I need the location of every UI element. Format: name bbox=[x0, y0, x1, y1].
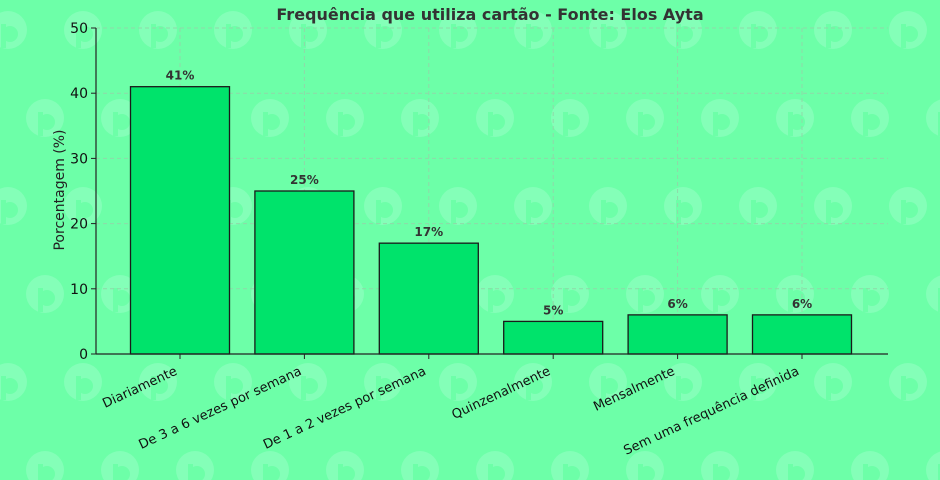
y-tick-label: 20 bbox=[70, 217, 88, 233]
logo-watermark-icon bbox=[589, 187, 627, 225]
logo-watermark-icon bbox=[251, 99, 289, 137]
logo-watermark-icon bbox=[439, 363, 477, 401]
logo-watermark-icon bbox=[889, 363, 927, 401]
logo-watermark-icon bbox=[814, 11, 852, 49]
logo-watermark-icon bbox=[701, 99, 739, 137]
logo-watermark-icon bbox=[889, 11, 927, 49]
logo-watermark-icon bbox=[139, 11, 177, 49]
bar bbox=[129, 86, 231, 355]
logo-watermark-icon bbox=[214, 11, 252, 49]
y-tick-label: 50 bbox=[70, 21, 88, 37]
logo-watermark-icon bbox=[701, 275, 739, 313]
y-tick-label: 30 bbox=[70, 151, 88, 167]
logo-watermark-icon bbox=[626, 99, 664, 137]
logo-watermark-icon bbox=[476, 99, 514, 137]
y-tick-label: 0 bbox=[79, 347, 88, 363]
logo-watermark-icon bbox=[814, 187, 852, 225]
bar bbox=[503, 320, 604, 355]
bars bbox=[129, 86, 853, 355]
logo-watermark-icon bbox=[664, 187, 702, 225]
bar bbox=[627, 314, 728, 355]
logo-watermark-icon bbox=[439, 187, 477, 225]
logo-watermark-icon bbox=[851, 275, 889, 313]
logo-watermark-icon bbox=[814, 363, 852, 401]
logo-watermark-icon bbox=[476, 275, 514, 313]
data-label: 25% bbox=[290, 173, 319, 187]
logo-watermark-icon bbox=[514, 187, 552, 225]
axes bbox=[95, 28, 888, 355]
bar bbox=[751, 314, 853, 355]
logo-watermark-icon bbox=[626, 275, 664, 313]
y-ticks: 0 10 20 30 40 50 bbox=[70, 21, 96, 363]
logo-watermark-icon bbox=[739, 11, 777, 49]
logo-watermark-icon bbox=[739, 187, 777, 225]
logo-watermark-icon bbox=[401, 99, 439, 137]
logo-watermark-icon bbox=[551, 99, 589, 137]
y-tick-label: 10 bbox=[70, 282, 88, 298]
logo-watermark-icon bbox=[364, 187, 402, 225]
logo-watermark-icon bbox=[851, 99, 889, 137]
bar bbox=[378, 242, 479, 355]
logo-watermark-icon bbox=[889, 187, 927, 225]
logo-watermark-icon bbox=[64, 363, 102, 401]
logo-watermark-icon bbox=[326, 99, 364, 137]
y-tick-label: 40 bbox=[70, 86, 88, 102]
data-label: 41% bbox=[166, 69, 195, 83]
data-label: 6% bbox=[792, 297, 812, 311]
data-label: 5% bbox=[543, 303, 563, 317]
logo-watermark-icon bbox=[776, 99, 814, 137]
bar bbox=[254, 190, 355, 355]
data-label: 6% bbox=[667, 297, 687, 311]
data-labels: 41% 25% 17% 5% 6% 6% bbox=[166, 69, 813, 318]
y-axis-label: Porcentagem (%) bbox=[52, 129, 68, 250]
logo-watermark-icon bbox=[26, 275, 64, 313]
data-label: 17% bbox=[414, 225, 443, 239]
chart-title: Frequência que utiliza cartão - Fonte: E… bbox=[276, 5, 703, 24]
